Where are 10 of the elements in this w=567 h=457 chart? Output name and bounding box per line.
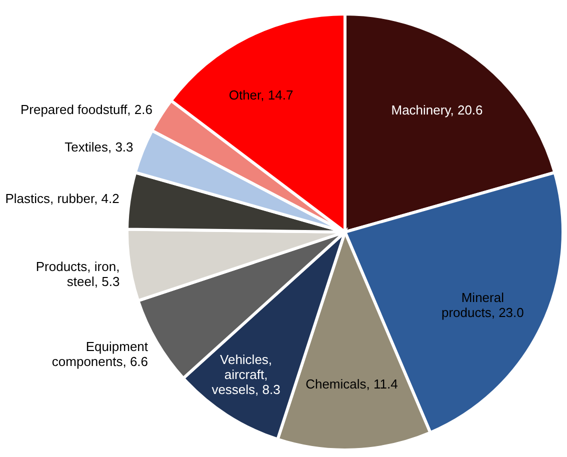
slice-label: Machinery, 20.6 — [391, 102, 483, 118]
slice-label: Plastics, rubber, 4.2 — [5, 191, 120, 206]
slice-label: Textiles, 3.3 — [64, 139, 134, 154]
slice-label: Products, iron, steel, 5.3 — [36, 258, 120, 289]
slice-label: Vehicles, aircraft, vessels, 8.3 — [212, 352, 280, 398]
slice-label: Chemicals, 11.4 — [306, 376, 398, 392]
slice-label: Equipment components, 6.6 — [52, 338, 148, 369]
slice-label: Mineral products, 23.0 — [441, 290, 524, 320]
slice-label: Other, 14.7 — [228, 87, 294, 102]
slice-label: Prepared foodstuff, 2.6 — [20, 102, 152, 117]
